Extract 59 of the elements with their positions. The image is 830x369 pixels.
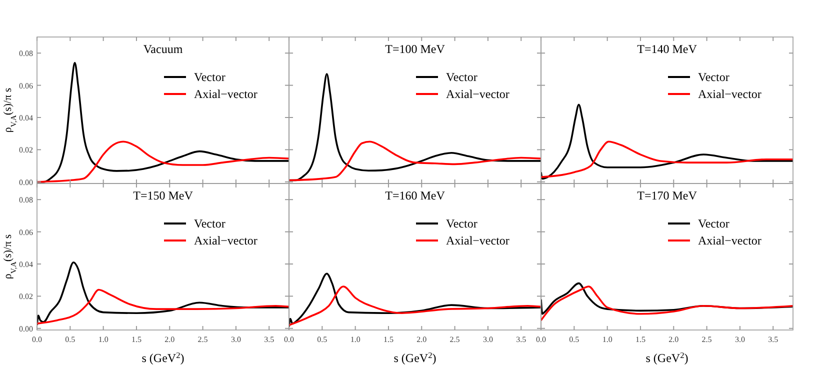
y-tick-label: 0.02 [19,146,33,155]
x-tick-label: 1.0 [602,335,612,344]
line-series [37,62,289,183]
x-tick-label: 3.5 [768,335,778,344]
x-tick-label: 2.5 [198,335,208,344]
x-tick-label: 3.5 [516,335,526,344]
x-axis-title: s (GeV$^{2}$) [394,350,436,365]
y-tick-label: 0.04 [19,260,33,269]
line-series [37,140,289,183]
legend-label: Vector [194,70,226,84]
x-tick-label: 0.0 [536,335,546,344]
x-axis-title: s (GeV$^{2}$) [142,350,184,365]
y-tick-label: 0.08 [19,49,33,58]
y-tick-label: 0.06 [19,228,33,237]
chart-title: T=100 MeV [385,42,446,56]
y-tick-label: 0.00 [19,324,33,334]
x-tick-label: 1.0 [98,335,108,344]
chart-title: T=150 MeV [133,188,194,202]
chart-title: T=170 MeV [637,188,698,202]
x-tick-label: 2.5 [450,335,460,344]
y-tick-label: 0.06 [19,81,33,90]
x-tick-label: 3.5 [264,335,274,344]
x-axis-title: s (GeV$^{2}$) [646,350,688,365]
x-tick-label: 2.0 [668,335,679,344]
x-tick-label: 0.5 [317,335,328,344]
x-tick-label: 1.5 [635,335,646,344]
x-tick-label: 3.0 [734,335,745,344]
legend-label: Vector [194,216,226,230]
legend-label: Vector [698,70,730,84]
legend-label: Axial−vector [446,87,510,101]
legend-label: Axial−vector [698,234,762,248]
x-tick-label: 3.0 [230,335,241,344]
chart-title: Vacuum [143,42,184,56]
x-tick-label: 1.0 [350,335,360,344]
x-tick-label: 2.0 [164,335,175,344]
x-tick-label: 3.0 [482,335,493,344]
line-series [37,288,289,324]
y-tick-label: 0.02 [19,292,33,302]
y-tick-label: 0.08 [19,196,33,205]
x-tick-label: 0.5 [65,335,76,344]
legend-label: Axial−vector [194,87,258,101]
legend-label: Axial−vector [698,87,762,101]
x-tick-label: 2.0 [416,335,427,344]
x-tick-label: 0.0 [32,335,42,344]
legend-label: Axial−vector [194,234,258,248]
chart-title: T=140 MeV [637,42,698,56]
y-tick-label: 0.00 [19,178,33,187]
legend-label: Axial−vector [446,234,510,248]
x-tick-label: 1.5 [131,335,142,344]
x-tick-label: 2.5 [702,335,712,344]
y-tick-label: 0.04 [19,113,33,122]
chart-title: T=160 MeV [385,188,446,202]
x-tick-label: 0.0 [284,335,294,344]
legend-label: Vector [698,216,730,230]
legend-label: Vector [446,70,478,84]
x-tick-label: 0.5 [569,335,580,344]
legend-label: Vector [446,216,478,230]
line-series [37,261,289,326]
x-tick-label: 1.5 [383,335,394,344]
